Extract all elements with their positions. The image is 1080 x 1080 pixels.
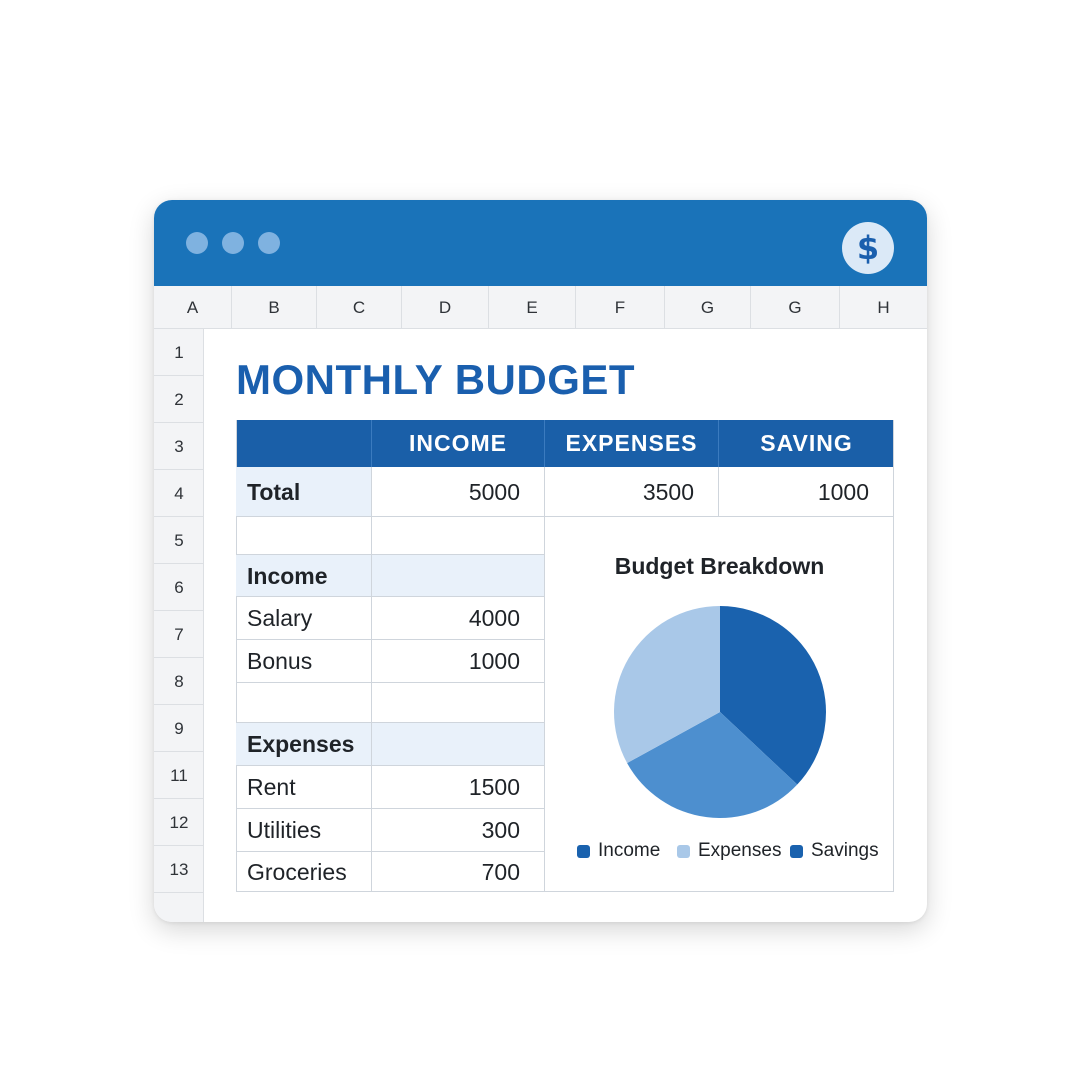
dollar-icon: $ <box>842 222 894 274</box>
pie-chart[interactable] <box>607 599 833 825</box>
legend-swatch <box>790 844 803 858</box>
column-header-b[interactable]: B <box>232 286 317 329</box>
budget-table-header: INCOME EXPENSES SAVING <box>236 420 894 467</box>
row-header[interactable]: 13 <box>154 846 204 893</box>
legend-swatch <box>677 844 690 858</box>
table-border <box>893 420 894 892</box>
window-maximize-dot[interactable] <box>258 232 280 254</box>
legend-label: Expenses <box>698 840 782 861</box>
groceries-label-cell[interactable]: Groceries <box>236 852 372 892</box>
total-saving-cell[interactable]: 1000 <box>719 467 894 517</box>
column-header-h[interactable]: H <box>877 298 890 317</box>
column-header-d[interactable]: D <box>402 286 489 329</box>
column-header-a[interactable]: A <box>154 286 232 329</box>
column-header-e[interactable]: E <box>489 286 576 329</box>
empty-cell[interactable] <box>372 683 545 723</box>
spreadsheet-window: $ A B C D E F G G H 1 2 3 4 5 6 7 8 9 11… <box>154 200 927 922</box>
header-cell-income[interactable]: INCOME <box>372 420 545 467</box>
window-close-dot[interactable] <box>186 232 208 254</box>
empty-cell[interactable] <box>236 683 372 723</box>
total-label-cell[interactable]: Total <box>236 467 372 517</box>
utilities-label-cell[interactable]: Utilities <box>236 809 372 852</box>
chart-legend: Income Expenses Savings <box>577 839 887 863</box>
empty-cell[interactable] <box>372 555 545 597</box>
header-cell-saving[interactable]: SAVING <box>760 430 853 456</box>
rent-value-cell[interactable]: 1500 <box>372 766 545 809</box>
empty-cell[interactable] <box>236 517 372 555</box>
page-title: MONTHLY BUDGET <box>236 356 636 403</box>
header-cell-empty[interactable] <box>236 420 372 467</box>
rent-label-cell[interactable]: Rent <box>236 766 372 809</box>
chart-title: Budget Breakdown <box>614 553 825 579</box>
total-expenses-cell[interactable]: 3500 <box>545 467 719 517</box>
window-minimize-dot[interactable] <box>222 232 244 254</box>
column-header-g[interactable]: G <box>665 286 751 329</box>
row-header[interactable]: 1 <box>154 329 204 376</box>
row-header[interactable]: 4 <box>154 470 204 517</box>
legend-item-income[interactable]: Income <box>577 839 660 863</box>
empty-cell[interactable] <box>372 723 545 766</box>
pie-slice-savings[interactable] <box>627 712 798 818</box>
row-header[interactable]: 8 <box>154 658 204 705</box>
row-header[interactable]: 7 <box>154 611 204 658</box>
row-header[interactable]: 11 <box>154 752 204 799</box>
column-header-bar: A B C D E F G G H <box>154 286 927 329</box>
salary-label-cell[interactable]: Salary <box>236 597 372 640</box>
empty-cell[interactable] <box>372 517 545 555</box>
budget-breakdown-chart[interactable]: Budget Breakdown Income Expenses Savings <box>545 517 894 892</box>
salary-value-cell[interactable]: 4000 <box>372 597 545 640</box>
header-cell-expenses[interactable]: EXPENSES <box>545 420 719 467</box>
utilities-value-cell[interactable]: 300 <box>372 809 545 852</box>
legend-label: Savings <box>811 840 879 861</box>
column-header-g2[interactable]: G <box>751 286 840 329</box>
expenses-section-label[interactable]: Expenses <box>236 723 372 766</box>
column-header-c[interactable]: C <box>317 286 402 329</box>
row-header[interactable]: 9 <box>154 705 204 752</box>
legend-item-savings[interactable]: Savings <box>790 839 879 863</box>
row-header[interactable]: 3 <box>154 423 204 470</box>
groceries-value-cell[interactable]: 700 <box>372 852 545 892</box>
budget-table: Total 5000 3500 1000 Income Salary 4000 … <box>236 467 894 892</box>
row-header[interactable]: 6 <box>154 564 204 611</box>
legend-label: Income <box>598 840 661 861</box>
column-header-f[interactable]: F <box>576 286 665 329</box>
table-border <box>236 420 237 892</box>
bonus-value-cell[interactable]: 1000 <box>372 640 545 683</box>
pie-slice-expenses[interactable] <box>614 606 720 764</box>
title-bar: $ <box>154 200 927 286</box>
bonus-label-cell[interactable]: Bonus <box>236 640 372 683</box>
row-header-bar: 1 2 3 4 5 6 7 8 9 11 12 13 <box>154 329 204 922</box>
legend-item-expenses[interactable]: Expenses <box>677 839 781 863</box>
row-header[interactable]: 2 <box>154 376 204 423</box>
income-section-label[interactable]: Income <box>236 555 372 597</box>
total-income-cell[interactable]: 5000 <box>372 467 545 517</box>
legend-swatch <box>577 844 590 858</box>
pie-slice-income[interactable] <box>720 606 826 785</box>
row-header[interactable]: 12 <box>154 799 204 846</box>
row-header[interactable]: 5 <box>154 517 204 564</box>
